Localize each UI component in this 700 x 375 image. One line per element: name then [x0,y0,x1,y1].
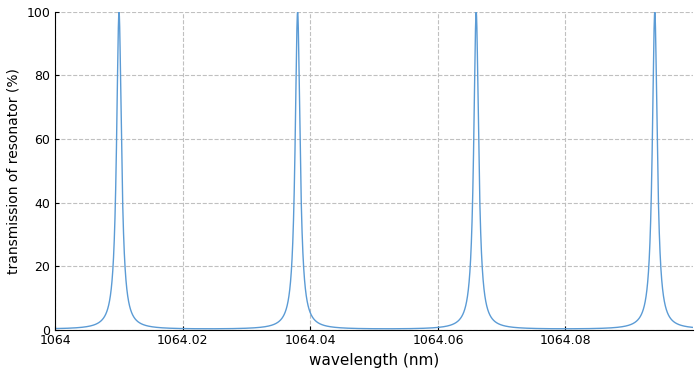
Y-axis label: transmission of resonator (%): transmission of resonator (%) [7,68,21,274]
X-axis label: wavelength (nm): wavelength (nm) [309,353,440,368]
